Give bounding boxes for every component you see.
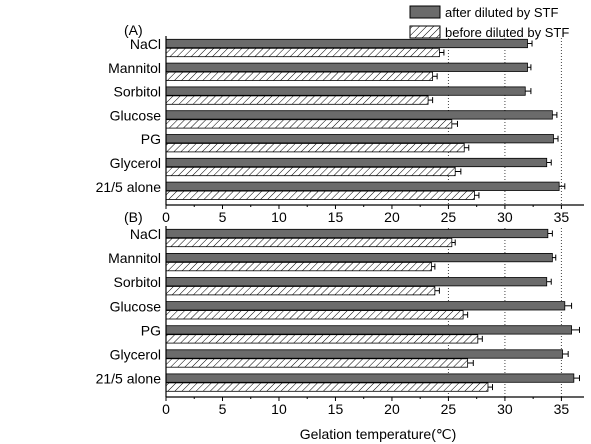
bar-before: [165, 334, 479, 344]
x-tick-label: 30: [497, 209, 513, 225]
bar-after: [165, 157, 548, 168]
x-tick-label: 20: [384, 209, 400, 225]
bar-after: [165, 38, 528, 49]
x-tick-label: 15: [328, 401, 344, 417]
category-label: Sorbitol: [114, 274, 161, 290]
x-tick-label: 10: [271, 209, 287, 225]
bar-before: [165, 71, 434, 81]
bar-before: [165, 143, 465, 153]
panel-b: NaCl Mannitol Sorbitol Glucose PG Glycerol 21/…: [96, 226, 584, 417]
x-tick-label: 15: [328, 209, 344, 225]
x-axis-label: Gelation temperature(℃): [300, 426, 457, 442]
panel-label-a: (A): [124, 22, 143, 38]
category-label: NaCl: [130, 226, 161, 242]
legend-swatch-after: [409, 5, 441, 19]
bar-after: [165, 181, 560, 191]
category-label: Glycerol: [110, 347, 161, 363]
bar-before: [165, 358, 469, 368]
category-label: 21/5 alone: [96, 179, 162, 195]
bar-before: [165, 119, 453, 129]
x-tick-label: 25: [441, 401, 457, 417]
bar-before: [165, 261, 432, 272]
bar-after: [165, 373, 575, 383]
x-tick-label: 25: [441, 209, 457, 225]
category-label: Glucose: [110, 298, 162, 314]
legend-label-after: after diluted by STF: [445, 5, 558, 20]
bar-after: [165, 134, 554, 144]
category-label: 21/5 alone: [96, 371, 162, 387]
x-tick-label: 5: [219, 401, 227, 417]
legend: after diluted by STF before diluted by S…: [409, 5, 569, 40]
bar-after: [165, 62, 528, 72]
legend-swatch-before: [409, 25, 441, 39]
bar-after: [165, 277, 548, 287]
bar-after: [165, 301, 566, 311]
bar-before: [165, 47, 440, 58]
bar-after: [165, 325, 572, 335]
bar-before: [165, 382, 489, 392]
bar-after: [165, 228, 549, 239]
bar-before: [165, 286, 436, 296]
x-tick-label: 10: [271, 401, 287, 417]
bar-after: [165, 252, 553, 263]
category-label: PG: [141, 131, 161, 147]
x-tick-label: 0: [162, 401, 170, 417]
category-label: Glycerol: [110, 155, 161, 171]
x-tick-label: 20: [384, 401, 400, 417]
bar-before: [165, 190, 475, 200]
bar-before: [165, 166, 456, 177]
category-label: Sorbitol: [114, 84, 161, 100]
bar-before: [165, 95, 429, 105]
category-label: NaCl: [130, 36, 161, 52]
bar-before: [165, 237, 453, 248]
x-tick-label: 35: [554, 209, 570, 225]
x-tick-label: 5: [219, 209, 227, 225]
bar-after: [165, 110, 553, 120]
category-label: Glucose: [110, 107, 162, 123]
legend-label-before: before diluted by STF: [445, 25, 569, 40]
x-tick-label: 0: [162, 209, 170, 225]
x-tick-label: 30: [497, 401, 513, 417]
bar-before: [165, 310, 464, 320]
category-label: Mannitol: [108, 250, 161, 266]
bar-after: [165, 86, 526, 96]
category-label: PG: [141, 322, 161, 338]
x-tick-label: 35: [554, 401, 570, 417]
bar-after: [165, 349, 563, 359]
panel-label-b: (B): [124, 209, 143, 225]
category-label: Mannitol: [108, 60, 161, 76]
panel-a: NaCl Mannitol Sorbitol Glucose PG Glycerol 21/…: [96, 36, 584, 225]
